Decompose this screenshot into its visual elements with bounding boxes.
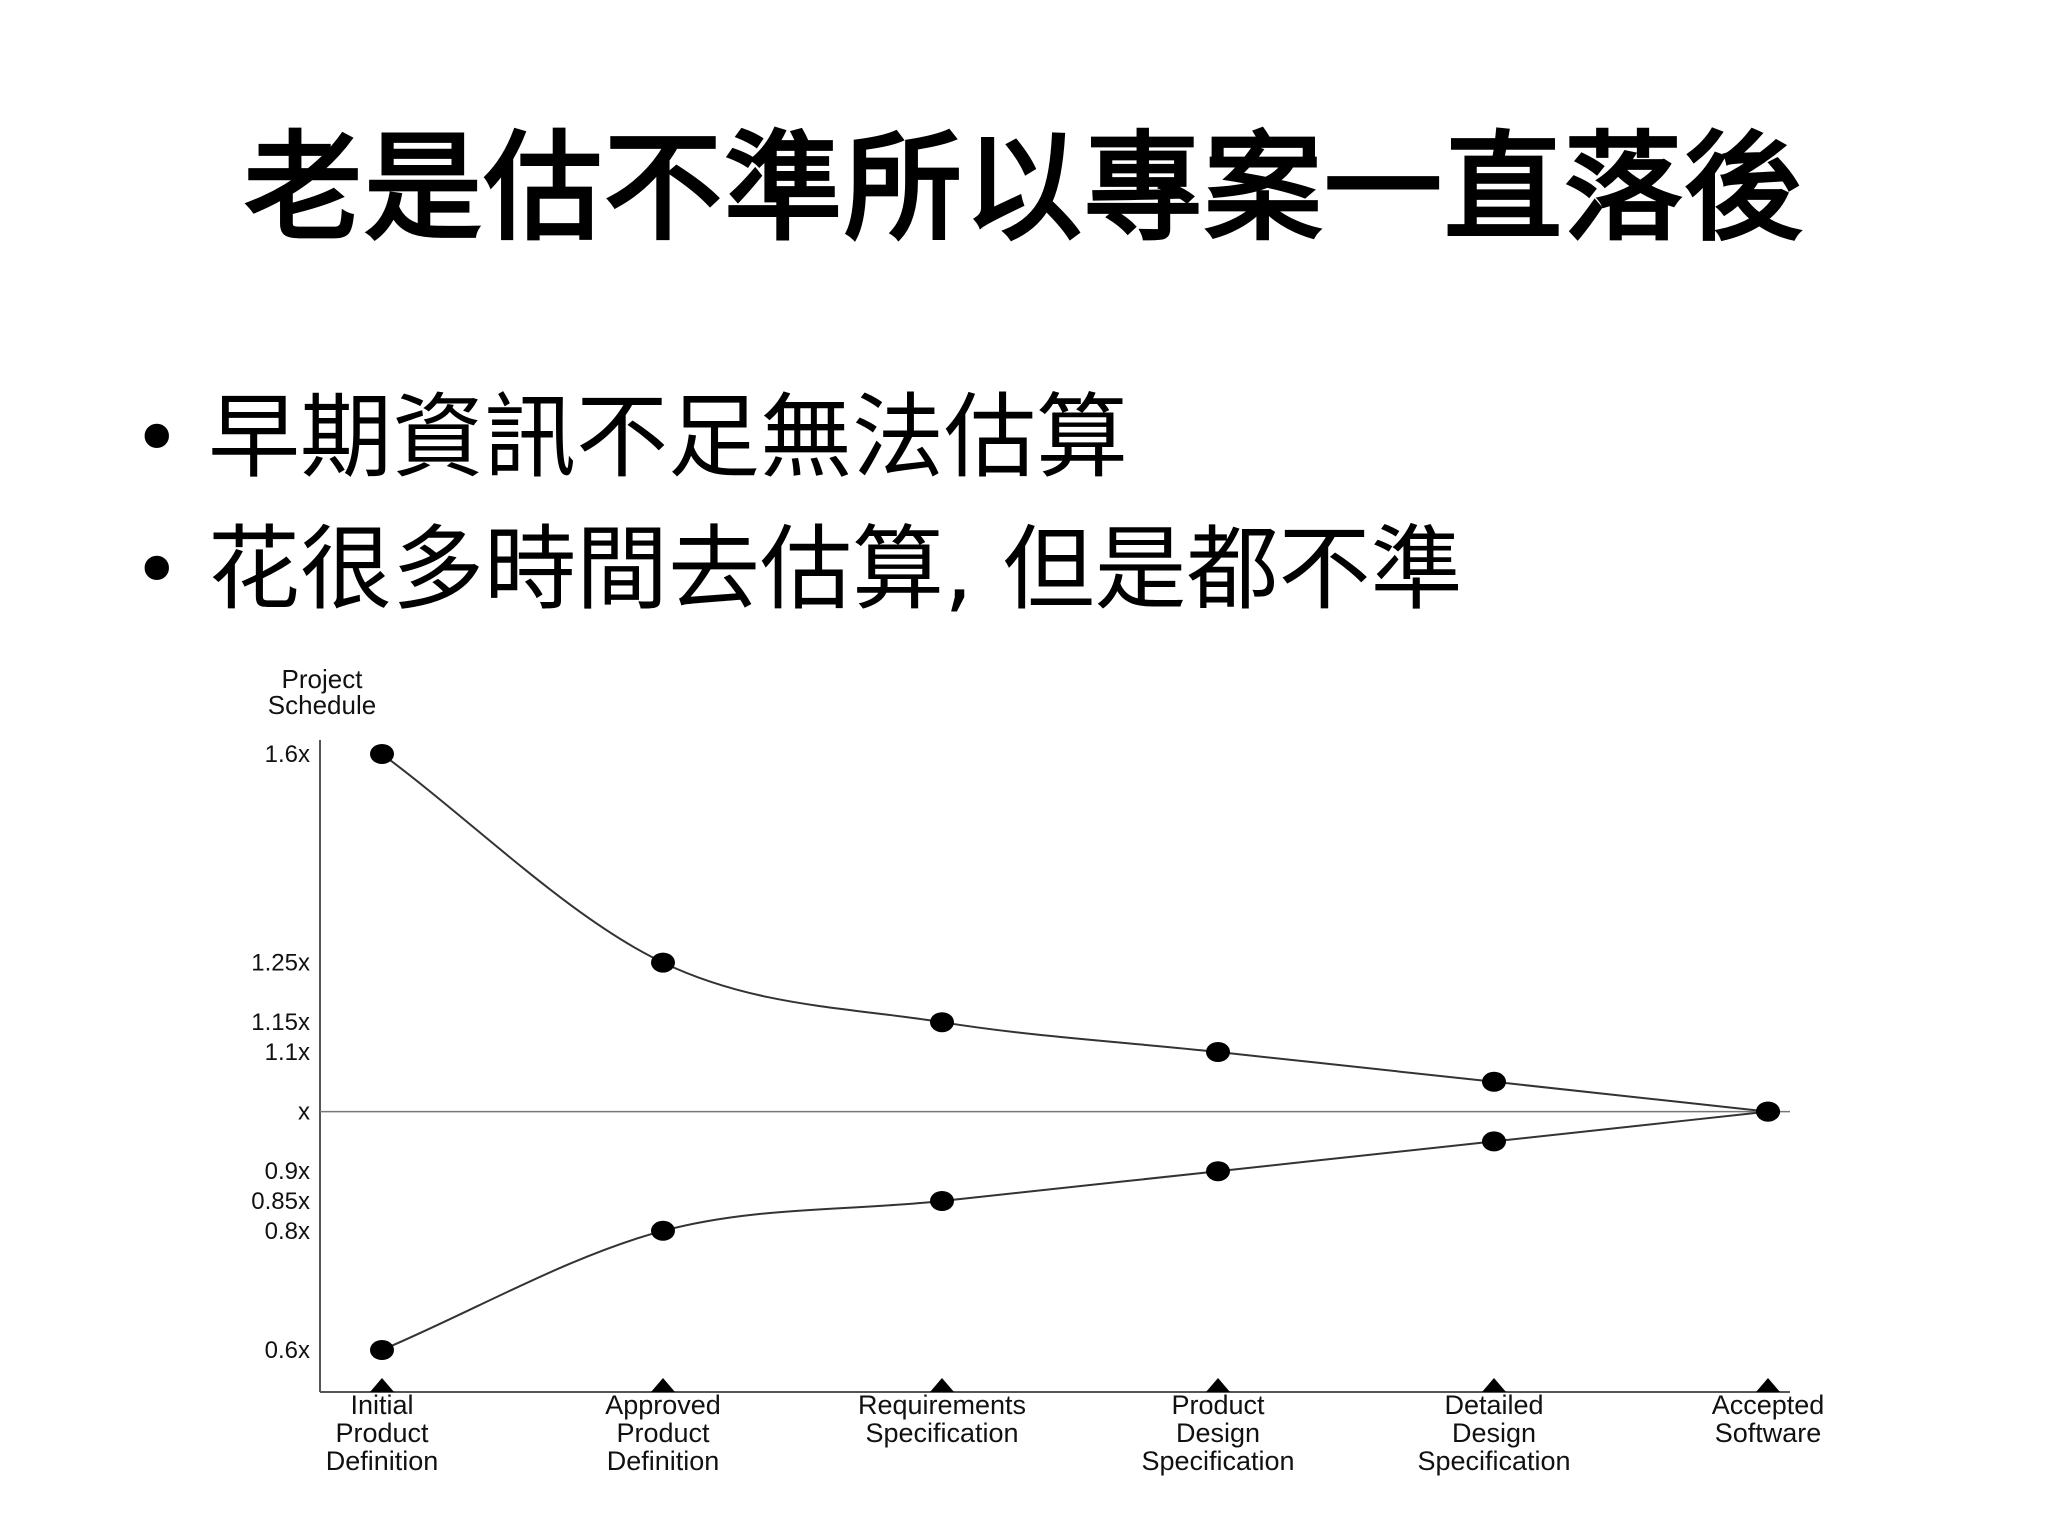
data-point — [930, 1012, 954, 1033]
x-tick-label: Software — [1715, 1418, 1822, 1448]
y-tick-label: 0.9x — [265, 1158, 310, 1185]
y-tick-label: x — [298, 1099, 310, 1126]
bullet-dot-icon: • — [132, 521, 182, 619]
milestone-marker-icon — [651, 1378, 675, 1392]
bullet-item: • 花很多時間去估算, 但是都不準 — [120, 504, 1463, 636]
milestone-marker-icon — [1482, 1378, 1506, 1392]
data-point — [1206, 1161, 1230, 1182]
y-axis-label: Schedule — [268, 690, 376, 720]
bullet-text: 早期資訊不足無法估算 — [208, 384, 1129, 491]
data-point — [370, 1340, 394, 1360]
bullet-text: 花很多時間去估算, 但是都不準 — [208, 516, 1463, 623]
bullet-dot-icon: • — [132, 389, 182, 487]
data-point — [1206, 1042, 1230, 1062]
x-tick-label: Requirements — [858, 1390, 1026, 1420]
x-tick-label: Initial — [350, 1390, 413, 1420]
x-tick-label: Accepted — [1712, 1390, 1825, 1420]
data-point — [1756, 1101, 1780, 1122]
y-tick-label: 0.85x — [251, 1188, 310, 1215]
data-point — [1482, 1131, 1506, 1152]
x-tick-label: Specification — [865, 1418, 1018, 1448]
data-point — [651, 952, 675, 973]
x-tick-label: Product — [335, 1418, 429, 1448]
x-tick-label: Definition — [607, 1446, 720, 1476]
x-tick-label: Design — [1452, 1418, 1536, 1448]
x-tick-label: Detailed — [1444, 1390, 1543, 1420]
milestone-marker-icon — [1206, 1378, 1230, 1392]
data-point — [651, 1220, 675, 1241]
x-tick-label: Approved — [605, 1390, 721, 1420]
series-line — [381, 753, 1769, 1113]
bullet-list: • 早期資訊不足無法估算 • 花很多時間去估算, 但是都不準 — [120, 372, 1463, 636]
y-tick-label: 1.6x — [265, 741, 310, 768]
y-tick-label: 0.6x — [265, 1337, 310, 1364]
data-point — [370, 744, 394, 764]
bullet-item: • 早期資訊不足無法估算 — [120, 372, 1463, 504]
y-tick-label: 1.15x — [251, 1009, 310, 1036]
x-tick-label: Definition — [326, 1446, 439, 1476]
milestone-marker-icon — [1756, 1378, 1780, 1392]
data-point — [930, 1191, 954, 1211]
y-tick-label: 1.25x — [251, 950, 310, 977]
x-tick-label: Product — [1171, 1390, 1265, 1420]
series-line — [381, 1110, 1769, 1351]
x-tick-label: Product — [616, 1418, 710, 1448]
y-tick-label: 1.1x — [265, 1039, 310, 1066]
y-tick-label: 0.8x — [265, 1218, 310, 1245]
x-tick-label: Design — [1176, 1418, 1260, 1448]
data-point — [1482, 1071, 1506, 1092]
x-tick-label: Specification — [1141, 1446, 1294, 1476]
slide-title: 老是估不準所以專案一直落後 — [243, 119, 1804, 257]
y-axis-label: Project — [282, 664, 364, 694]
milestone-marker-icon — [930, 1378, 954, 1392]
milestone-marker-icon — [370, 1378, 394, 1392]
x-tick-label: Specification — [1417, 1446, 1570, 1476]
